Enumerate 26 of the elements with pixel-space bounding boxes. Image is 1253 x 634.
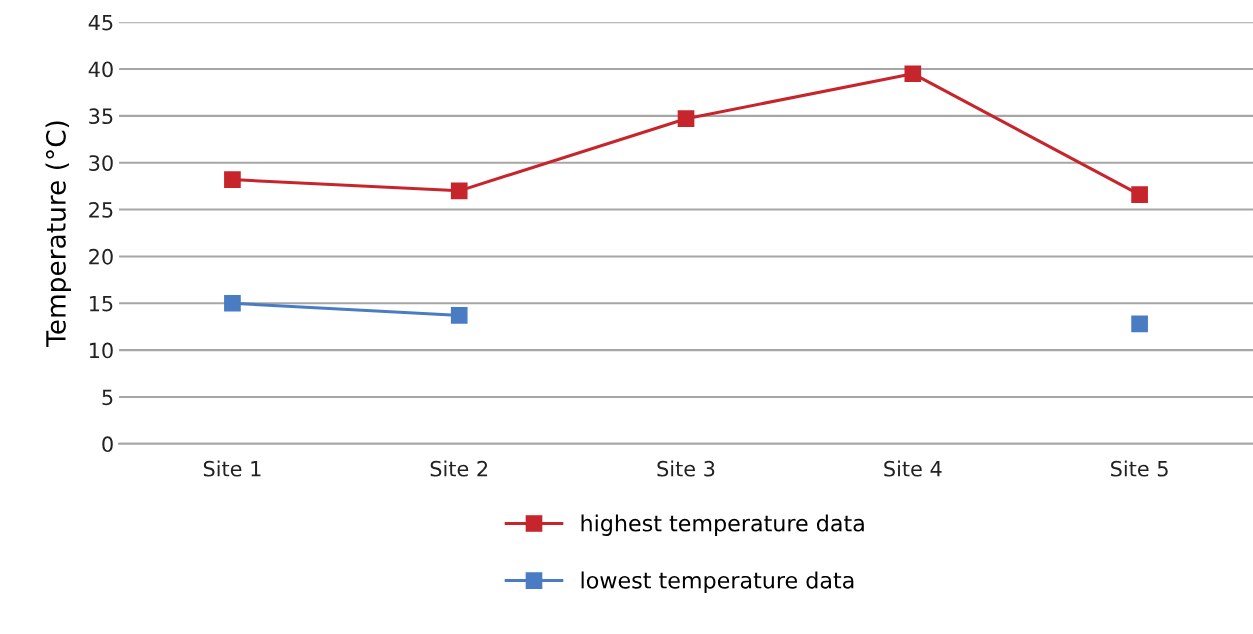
point xyxy=(224,171,241,188)
y-tick-label: 10 xyxy=(89,342,113,359)
y-tick-label: 45 xyxy=(88,14,113,31)
y-tick-label: 15 xyxy=(89,295,113,312)
point xyxy=(450,182,468,200)
x-tick-label: Site 5 xyxy=(1111,460,1168,477)
point xyxy=(1131,315,1148,333)
point xyxy=(1131,186,1148,203)
y-tick-label: 20 xyxy=(89,248,113,265)
y-tick-label: 40 xyxy=(88,61,113,78)
y-tick-label: 5 xyxy=(102,389,113,406)
y-axis-title: Temperature (°C) xyxy=(45,121,71,347)
x-tick-label: Site 4 xyxy=(884,460,942,477)
point xyxy=(224,294,241,312)
point xyxy=(450,307,468,324)
y-tick-label: 25 xyxy=(89,202,113,218)
y-tick-label: 0 xyxy=(102,436,113,453)
point xyxy=(677,110,695,128)
point xyxy=(904,65,922,83)
legend-label: highest temperature data xyxy=(581,514,864,536)
x-tick-label: Site 3 xyxy=(657,460,715,477)
y-tick-label: 35 xyxy=(89,108,113,125)
y-tick-label: 30 xyxy=(89,155,113,171)
x-tick-label: Site 2 xyxy=(430,460,488,477)
x-tick-label: Site 1 xyxy=(203,460,261,477)
legend-label: lowest temperature data xyxy=(581,571,854,593)
